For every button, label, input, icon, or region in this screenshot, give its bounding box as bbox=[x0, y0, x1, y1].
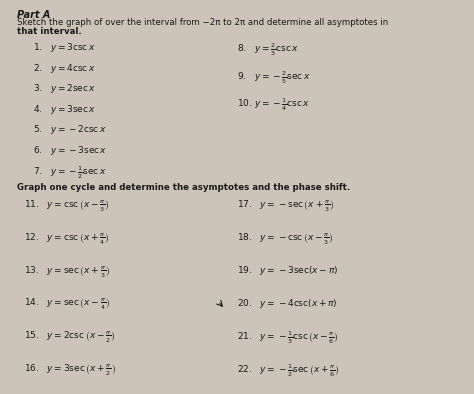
Text: 2.   $y = 4\csc x$: 2. $y = 4\csc x$ bbox=[33, 62, 96, 75]
Text: 15.   $y = 2\csc\left(x - \frac{\pi}{2}\right)$: 15. $y = 2\csc\left(x - \frac{\pi}{2}\ri… bbox=[24, 330, 115, 345]
Text: 21.   $y = -\frac{1}{3}\csc\left(x - \frac{\pi}{6}\right)$: 21. $y = -\frac{1}{3}\csc\left(x - \frac… bbox=[237, 330, 339, 346]
Text: 19.   $y = -3\sec(x - \pi)$: 19. $y = -3\sec(x - \pi)$ bbox=[237, 264, 338, 277]
Text: that interval.: that interval. bbox=[17, 27, 82, 36]
Text: 11.   $y = \csc\left(x - \frac{\pi}{3}\right)$: 11. $y = \csc\left(x - \frac{\pi}{3}\rig… bbox=[24, 199, 109, 214]
Text: 1.   $y = 3\csc x$: 1. $y = 3\csc x$ bbox=[33, 41, 96, 54]
Text: 18.   $y = -\csc\left(x - \frac{\pi}{3}\right)$: 18. $y = -\csc\left(x - \frac{\pi}{3}\ri… bbox=[237, 232, 334, 247]
Text: 10. $y = -\frac{1}{4}\csc x$: 10. $y = -\frac{1}{4}\csc x$ bbox=[237, 97, 310, 113]
Text: Graph one cycle and determine the asymptotes and the phase shift.: Graph one cycle and determine the asympt… bbox=[17, 183, 350, 192]
Text: 14.   $y = \sec\left(x - \frac{\pi}{4}\right)$: 14. $y = \sec\left(x - \frac{\pi}{4}\rig… bbox=[24, 297, 110, 312]
Text: 9.   $y = -\frac{2}{5}\sec x$: 9. $y = -\frac{2}{5}\sec x$ bbox=[237, 69, 311, 85]
Text: 22.   $y = -\frac{1}{2}\sec\left(x + \frac{\pi}{6}\right)$: 22. $y = -\frac{1}{2}\sec\left(x + \frac… bbox=[237, 362, 339, 379]
Text: 16.   $y = 3\sec\left(x + \frac{\pi}{2}\right)$: 16. $y = 3\sec\left(x + \frac{\pi}{2}\ri… bbox=[24, 362, 116, 378]
Text: 4.   $y = 3\sec x$: 4. $y = 3\sec x$ bbox=[33, 103, 97, 116]
Text: 7.   $y = -\frac{1}{2}\sec x$: 7. $y = -\frac{1}{2}\sec x$ bbox=[33, 164, 107, 181]
Text: 12.   $y = \csc\left(x + \frac{\pi}{4}\right)$: 12. $y = \csc\left(x + \frac{\pi}{4}\rig… bbox=[24, 232, 109, 247]
Text: 5.   $y = -2\csc x$: 5. $y = -2\csc x$ bbox=[33, 123, 107, 136]
Text: 6.   $y = -3\sec x$: 6. $y = -3\sec x$ bbox=[33, 144, 108, 157]
Text: 13.   $y = \sec\left(x + \frac{\pi}{3}\right)$: 13. $y = \sec\left(x + \frac{\pi}{3}\rig… bbox=[24, 264, 110, 280]
Text: 8.   $y = \frac{2}{3}\csc x$: 8. $y = \frac{2}{3}\csc x$ bbox=[237, 41, 299, 58]
Text: Part A: Part A bbox=[17, 10, 50, 20]
Text: 20.   $y = -4\csc(x + \pi)$: 20. $y = -4\csc(x + \pi)$ bbox=[237, 297, 337, 310]
Text: 3.   $y = 2\sec x$: 3. $y = 2\sec x$ bbox=[33, 82, 97, 95]
Text: Sketch the graph of over the interval from −2π to 2π and determine all asymptote: Sketch the graph of over the interval fr… bbox=[17, 18, 388, 27]
Text: 17.   $y = -\sec\left(x + \frac{\pi}{3}\right)$: 17. $y = -\sec\left(x + \frac{\pi}{3}\ri… bbox=[237, 199, 334, 214]
